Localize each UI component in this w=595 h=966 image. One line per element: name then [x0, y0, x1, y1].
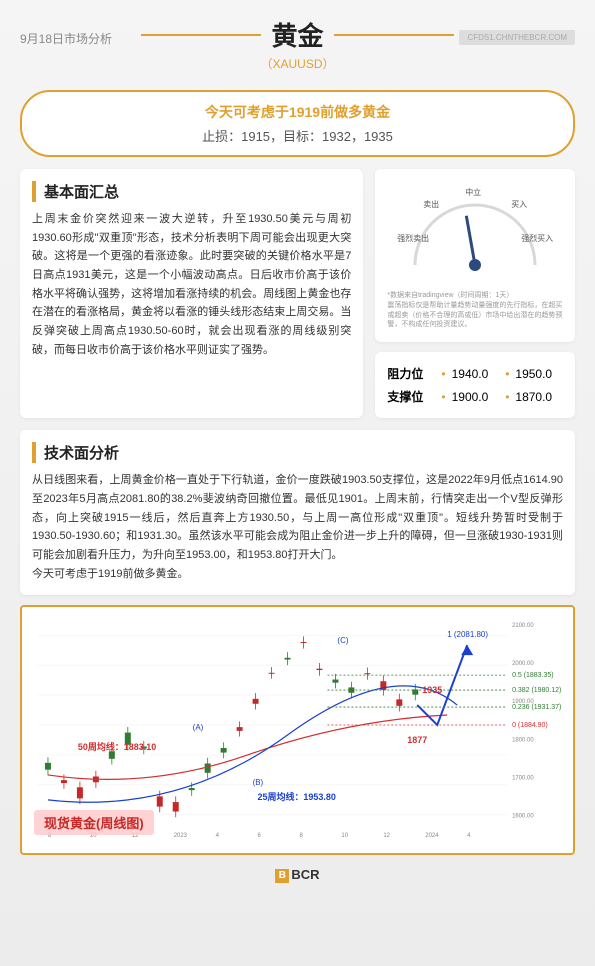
- gauge-strong-buy: 强烈买入: [521, 233, 553, 244]
- chart-box: 1600.001700.001800.001900.002000.002100.…: [20, 605, 575, 855]
- page-title: 黄金: [271, 16, 323, 53]
- support-row: 支撑位 • 1900.0 • 1870.0: [387, 385, 563, 408]
- gauge-sell: 卖出: [423, 199, 439, 210]
- svg-text:2023: 2023: [174, 833, 188, 839]
- chart-title: 现货黄金(周线图): [34, 810, 154, 835]
- fib2-label: 0.382 (1980.12): [512, 687, 561, 694]
- r1935-label: 1935: [422, 685, 442, 695]
- svg-text:6: 6: [258, 833, 262, 839]
- source-url: CFDS1.CHNTHEBCR.COM: [459, 30, 575, 45]
- support-label: 支撑位: [387, 388, 435, 405]
- svg-text:(B): (B): [253, 778, 264, 787]
- svg-text:8: 8: [299, 833, 303, 839]
- gauge-neutral: 中立: [465, 187, 481, 198]
- footer: BBCR: [0, 867, 595, 883]
- svg-text:1700.00: 1700.00: [512, 776, 534, 782]
- sentiment-gauge: 强烈卖出 卖出 中立 买入 强烈买入: [395, 185, 555, 285]
- fundamentals-card: 基本面汇总 上周末金价突然迎来一波大逆转，升至1930.50美元与周初1930.…: [20, 169, 363, 418]
- support-v1: 1900.0: [452, 390, 500, 404]
- strategy-box: 今天可考虑于1919前做多黄金 止损：1915，目标：1932，1935: [20, 90, 575, 157]
- r1877-label: 1877: [407, 735, 427, 745]
- svg-text:(A): (A): [193, 723, 204, 732]
- levels-card: 阻力位 • 1940.0 • 1950.0 支撑位 • 1900.0 • 187…: [375, 352, 575, 418]
- svg-text:10: 10: [341, 833, 348, 839]
- svg-text:4: 4: [467, 833, 471, 839]
- dot-icon: •: [505, 367, 509, 381]
- symbol-label: （XAUUSD）: [20, 55, 575, 72]
- svg-text:2000.00: 2000.00: [512, 662, 534, 668]
- title-line-left: [141, 34, 261, 36]
- row-fundamentals: 基本面汇总 上周末金价突然迎来一波大逆转，升至1930.50美元与周初1930.…: [20, 169, 575, 418]
- fib4-label: 0 (1884.90): [512, 722, 548, 729]
- technical-card: 技术面分析 从日线图来看，上周黄金价格一直处于下行轨道，金价一度跌破1903.5…: [20, 430, 575, 595]
- fundamentals-title: 基本面汇总: [32, 181, 351, 202]
- svg-text:12: 12: [383, 833, 390, 839]
- svg-text:(C): (C): [337, 636, 348, 645]
- logo-icon: B: [275, 869, 289, 883]
- ma25-label: 25周均线：1953.80: [258, 791, 336, 802]
- top-label: 1 (2081.80): [447, 630, 488, 639]
- resistance-v1: 1940.0: [452, 367, 500, 381]
- technical-title: 技术面分析: [32, 442, 563, 463]
- svg-text:4: 4: [216, 833, 220, 839]
- fib1-label: 0.5 (1883.35): [512, 672, 553, 679]
- gauge-buy: 买入: [511, 199, 527, 210]
- gauge-card: 强烈卖出 卖出 中立 买入 强烈买入 *数据来自tradingview（时间周期…: [375, 169, 575, 342]
- svg-text:2100.00: 2100.00: [512, 624, 534, 630]
- strategy-levels: 止损：1915，目标：1932，1935: [38, 126, 557, 145]
- strategy-main: 今天可考虑于1919前做多黄金: [38, 102, 557, 122]
- brand-name: BCR: [291, 867, 319, 882]
- technical-text: 从日线图来看，上周黄金价格一直处于下行轨道，金价一度跌破1903.50支撑位，这…: [32, 471, 563, 583]
- svg-text:1600.00: 1600.00: [512, 814, 534, 820]
- title-line-right: [334, 34, 454, 36]
- svg-text:1800.00: 1800.00: [512, 738, 534, 744]
- dot-icon: •: [441, 367, 445, 381]
- fib3-label: 0.236 (1931.37): [512, 704, 561, 711]
- header: 9月18日市场分析 黄金 （XAUUSD） CFDS1.CHNTHEBCR.CO…: [0, 0, 595, 80]
- resistance-row: 阻力位 • 1940.0 • 1950.0: [387, 362, 563, 385]
- gauge-note: *数据来自tradingview（时间周期：1天） 震荡指标仅是帮助计量趋势动量…: [387, 291, 563, 330]
- fundamentals-text: 上周末金价突然迎来一波大逆转，升至1930.50美元与周初1930.60形成"双…: [32, 210, 351, 360]
- svg-text:2024: 2024: [425, 833, 439, 839]
- resistance-label: 阻力位: [387, 365, 435, 382]
- side-column: 强烈卖出 卖出 中立 买入 强烈买入 *数据来自tradingview（时间周期…: [375, 169, 575, 418]
- support-v2: 1870.0: [515, 390, 563, 404]
- dot-icon: •: [441, 390, 445, 404]
- resistance-v2: 1950.0: [515, 367, 563, 381]
- ma50-label: 50周均线：1883.10: [78, 741, 156, 752]
- dot-icon: •: [505, 390, 509, 404]
- gauge-strong-sell: 强烈卖出: [397, 233, 429, 244]
